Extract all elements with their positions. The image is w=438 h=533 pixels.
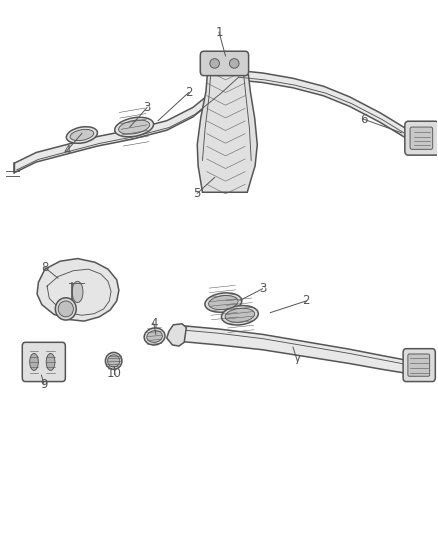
Text: 4: 4 [63,144,71,157]
Ellipse shape [222,305,258,325]
Text: 2: 2 [302,294,310,308]
Ellipse shape [230,59,239,68]
Ellipse shape [208,295,238,310]
FancyBboxPatch shape [408,354,430,376]
Polygon shape [167,324,186,346]
Polygon shape [184,326,410,376]
Polygon shape [197,65,257,192]
Polygon shape [37,259,119,321]
Text: 1: 1 [215,26,223,38]
Ellipse shape [106,352,122,369]
Polygon shape [14,70,237,173]
Ellipse shape [108,355,120,367]
FancyBboxPatch shape [410,127,433,149]
Ellipse shape [225,308,254,322]
Ellipse shape [119,120,150,134]
Ellipse shape [30,353,39,370]
Text: 4: 4 [150,317,158,330]
FancyBboxPatch shape [405,121,438,155]
Text: 3: 3 [259,282,266,295]
Text: 9: 9 [40,378,48,391]
Text: 6: 6 [360,112,367,126]
Ellipse shape [70,130,94,141]
Ellipse shape [72,281,83,303]
FancyBboxPatch shape [403,349,435,382]
FancyBboxPatch shape [22,342,65,382]
Text: 3: 3 [144,101,151,114]
Text: 7: 7 [293,354,301,367]
Ellipse shape [46,353,55,370]
Ellipse shape [144,328,165,345]
Ellipse shape [205,293,242,312]
Text: 5: 5 [194,187,201,200]
Text: 10: 10 [106,367,121,380]
Ellipse shape [58,301,74,317]
Ellipse shape [147,330,162,342]
FancyBboxPatch shape [200,51,249,76]
Ellipse shape [115,117,154,137]
Text: 8: 8 [41,261,49,274]
Ellipse shape [55,298,76,320]
Polygon shape [237,70,424,151]
Ellipse shape [210,59,219,68]
Text: 2: 2 [185,86,192,99]
Ellipse shape [67,127,97,143]
